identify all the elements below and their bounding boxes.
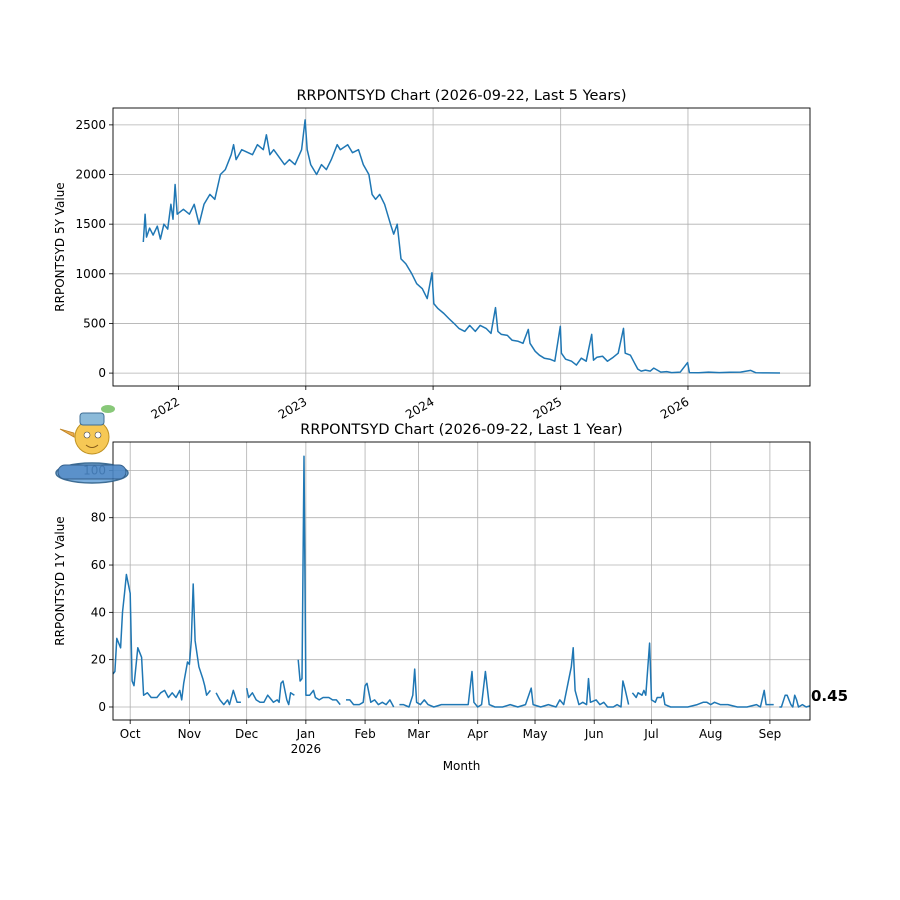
chart-1y-series-segment bbox=[215, 689, 241, 706]
chart-1y-xtick-label: Oct bbox=[120, 727, 141, 741]
chart-1y-ytick-label: 0 bbox=[98, 700, 106, 714]
chart-1y-series-segment bbox=[112, 573, 211, 701]
chart-1y-grid bbox=[113, 442, 810, 720]
chart-1y-series-segment bbox=[245, 680, 295, 706]
chart-1y-xtick-label: Jul bbox=[643, 727, 658, 741]
chart-1y-xtick-label: May bbox=[523, 727, 548, 741]
chart-1y-xtick-label: Jun bbox=[584, 727, 604, 741]
chart-5y-title: RRPONTSYD Chart (2026-09-22, Last 5 Year… bbox=[296, 88, 626, 104]
chart-1y-ytick-label: 20 bbox=[91, 653, 106, 667]
chart-1y-series-segment bbox=[631, 642, 774, 708]
chart-1y-xtick-label: Feb bbox=[354, 727, 375, 741]
chart-1y-xtick-sublabel: 2026 bbox=[291, 742, 322, 756]
chart-1y-last-value: 0.45 bbox=[811, 687, 848, 705]
watermark-logo-icon bbox=[55, 405, 129, 484]
chart-1y-ytick-label: 60 bbox=[91, 558, 106, 572]
chart-1y-xtick-label: Jan bbox=[296, 727, 316, 741]
chart-1y-series-segment bbox=[779, 694, 811, 708]
chart-1y-xtick-label: Dec bbox=[235, 727, 258, 741]
chart-1y-xtick-label: Aug bbox=[699, 727, 722, 741]
chart-1y-xtick-label: Apr bbox=[467, 727, 488, 741]
chart-1y-series-segment bbox=[346, 682, 395, 708]
chart-1y-title: RRPONTSYD Chart (2026-09-22, Last 1 Year… bbox=[300, 422, 622, 438]
chart-1y-ytick-label: 40 bbox=[91, 605, 106, 619]
chart-5y-ytick-label: 2500 bbox=[75, 118, 106, 132]
chart-5y-ytick-label: 0 bbox=[98, 366, 106, 380]
chart-5y-ylabel: RRPONTSYD 5Y Value bbox=[53, 182, 67, 311]
chart-1y-ytick-label: 80 bbox=[91, 511, 106, 525]
chart-1y-xtick-label: Mar bbox=[407, 727, 430, 741]
chart-5y-ytick-label: 2000 bbox=[75, 168, 106, 182]
chart-5y-ytick-label: 1500 bbox=[75, 217, 106, 231]
chart-1y-series-segment bbox=[399, 647, 630, 708]
chart-1y-frame bbox=[112, 441, 811, 721]
chart-5y-series-line bbox=[142, 119, 781, 374]
chart-1y-xlabel: Month bbox=[443, 759, 481, 773]
chart-5y-frame bbox=[112, 107, 811, 387]
chart-1y-xtick-label: Sep bbox=[759, 727, 782, 741]
chart-1y-xtick-label: Nov bbox=[178, 727, 201, 741]
chart-1y-series bbox=[112, 455, 811, 708]
chart-1y-series-segment bbox=[297, 455, 341, 706]
chart-5y-ytick-label: 500 bbox=[83, 316, 106, 330]
chart-1y-ylabel: RRPONTSYD 1Y Value bbox=[53, 516, 67, 645]
chart-5y-ytick-label: 1000 bbox=[75, 267, 106, 281]
